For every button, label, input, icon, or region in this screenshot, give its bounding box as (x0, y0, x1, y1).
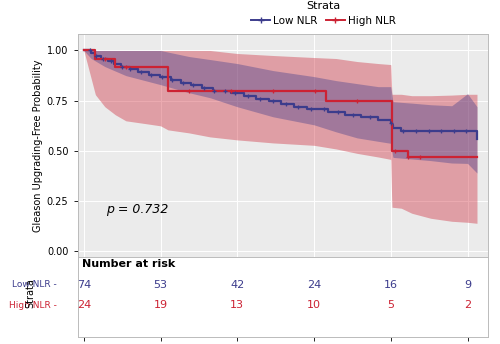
Text: Strata: Strata (26, 278, 36, 308)
Text: 24: 24 (76, 300, 91, 310)
Text: p = 0.732: p = 0.732 (106, 203, 168, 216)
Text: 10: 10 (307, 300, 321, 310)
Text: 24: 24 (307, 280, 321, 290)
Legend: Low NLR, High NLR: Low NLR, High NLR (252, 1, 396, 26)
Text: 2: 2 (464, 300, 471, 310)
X-axis label: Time on PCa AS (Days): Time on PCa AS (Days) (223, 279, 342, 289)
Text: 5: 5 (388, 300, 394, 310)
Text: 19: 19 (154, 300, 168, 310)
Text: 53: 53 (154, 280, 168, 290)
Text: 13: 13 (230, 300, 244, 310)
Text: High NLR -: High NLR - (8, 301, 56, 310)
Text: Low NLR -: Low NLR - (12, 280, 56, 289)
Text: 9: 9 (464, 280, 471, 290)
Text: 74: 74 (76, 280, 91, 290)
Y-axis label: Gleason Upgrading-Free Probability: Gleason Upgrading-Free Probability (32, 60, 42, 232)
Text: 16: 16 (384, 280, 398, 290)
Text: 42: 42 (230, 280, 244, 290)
Text: Number at risk: Number at risk (82, 259, 175, 269)
